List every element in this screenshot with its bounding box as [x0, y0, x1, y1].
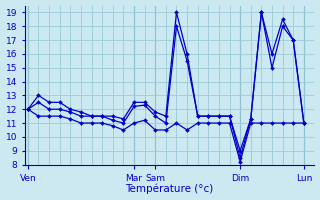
- X-axis label: Température (°c): Température (°c): [125, 184, 214, 194]
